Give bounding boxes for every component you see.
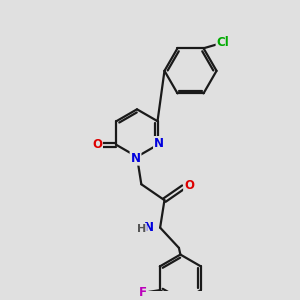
Text: F: F [139,286,146,299]
Text: O: O [184,179,194,192]
Text: H: H [137,224,146,234]
Text: N: N [144,221,154,234]
Text: N: N [130,152,140,165]
Text: N: N [154,137,164,150]
Text: Cl: Cl [217,36,229,49]
Text: O: O [92,138,102,151]
